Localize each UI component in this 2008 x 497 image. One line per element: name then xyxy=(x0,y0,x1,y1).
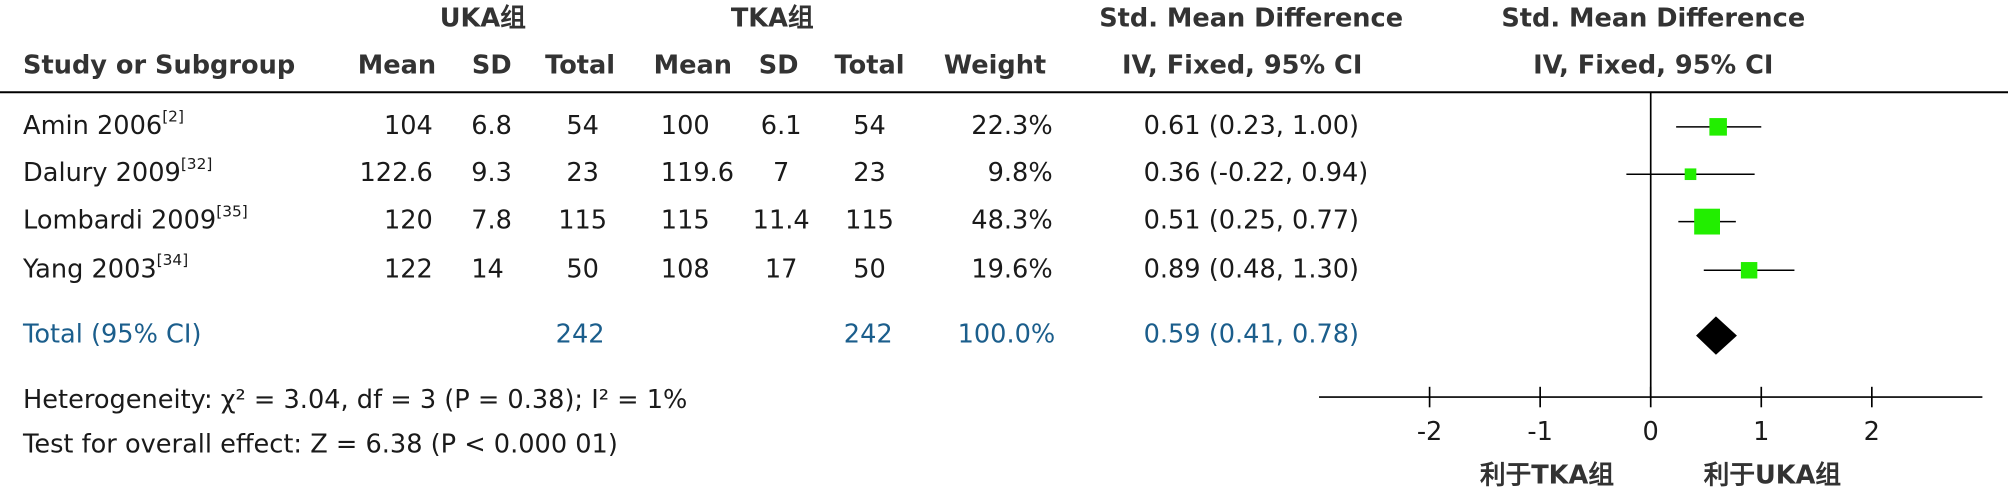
effect-square xyxy=(1709,118,1727,136)
uka-total: 54 xyxy=(566,111,599,141)
x-tick-label: -1 xyxy=(1527,417,1553,447)
uka-sd: 6.8 xyxy=(471,111,512,141)
x-tick-label: -2 xyxy=(1417,417,1443,447)
study-name-text: Dalury 2009 xyxy=(23,158,181,188)
study-ref: [32] xyxy=(181,154,213,172)
study-name: Amin 2006[2] xyxy=(23,107,184,141)
weight: 9.8% xyxy=(988,158,1053,188)
heterogeneity: Heterogeneity: χ² = 3.04, df = 3 (P = 0.… xyxy=(23,385,687,415)
method-header: IV, Fixed, 95% CI xyxy=(1122,51,1362,81)
tka-total: 23 xyxy=(853,158,886,188)
study-name-text: Yang 2003 xyxy=(22,254,157,284)
ci-label: 0.61 (0.23, 1.00) xyxy=(1144,111,1359,141)
tka-total: 54 xyxy=(853,111,886,141)
uka-sd: 9.3 xyxy=(471,158,512,188)
effect-square xyxy=(1740,262,1758,279)
study-ref: [34] xyxy=(157,251,189,269)
effect-header: Std. Mean Difference xyxy=(1099,3,1403,33)
column-header: Mean xyxy=(358,51,436,81)
column-header: Total xyxy=(835,51,905,81)
group-header: UKA组 xyxy=(440,2,526,33)
uka-mean: 122 xyxy=(384,254,433,284)
ci-label: 0.89 (0.48, 1.30) xyxy=(1144,254,1359,284)
study-ref: [35] xyxy=(216,202,248,220)
group-header: TKA组 xyxy=(731,2,814,33)
column-header: Total xyxy=(545,51,615,81)
pooled-diamond xyxy=(1696,316,1737,355)
tka-total: 242 xyxy=(844,320,893,350)
method-header: IV, Fixed, 95% CI xyxy=(1533,51,1773,81)
study-name: Dalury 2009[32] xyxy=(23,154,212,188)
favours-label: 利于TKA组 xyxy=(1480,459,1614,490)
favours-label: 利于UKA组 xyxy=(1704,459,1841,490)
tka-sd: 17 xyxy=(765,254,798,284)
overall-effect: Test for overall effect: Z = 6.38 (P < 0… xyxy=(22,430,618,460)
ci-label: 0.51 (0.25, 0.77) xyxy=(1144,206,1359,236)
study-name: Lombardi 2009[35] xyxy=(23,202,248,236)
tka-mean: 115 xyxy=(661,206,710,236)
weight: 48.3% xyxy=(971,206,1052,236)
total-name: Total (95% CI) xyxy=(22,320,201,350)
study-name-text: Amin 2006 xyxy=(23,111,162,141)
effect-square xyxy=(1684,168,1697,181)
tka-mean: 108 xyxy=(661,254,710,284)
column-header: Mean xyxy=(654,51,732,81)
study-name-text: Lombardi 2009 xyxy=(23,206,216,236)
tka-mean: 119.6 xyxy=(661,158,734,188)
uka-mean: 120 xyxy=(384,206,433,236)
x-tick-label: 2 xyxy=(1864,417,1880,447)
column-header: SD xyxy=(759,51,799,81)
x-tick-label: 1 xyxy=(1753,417,1769,447)
tka-sd: 11.4 xyxy=(753,206,810,236)
study-name: Yang 2003[34] xyxy=(22,251,188,285)
weight: 19.6% xyxy=(971,254,1052,284)
column-header: Weight xyxy=(944,51,1046,81)
column-header: SD xyxy=(472,51,512,81)
tka-total: 115 xyxy=(845,206,894,236)
ci-label: 0.36 (-0.22, 0.94) xyxy=(1144,158,1369,188)
uka-mean: 122.6 xyxy=(360,158,433,188)
effect-square xyxy=(1694,208,1720,235)
uka-total: 242 xyxy=(556,320,605,350)
ci-label: 0.59 (0.41, 0.78) xyxy=(1144,320,1359,350)
effect-header: Std. Mean Difference xyxy=(1501,3,1805,33)
uka-total: 23 xyxy=(566,158,599,188)
tka-sd: 7 xyxy=(773,158,789,188)
weight: 22.3% xyxy=(971,111,1052,141)
x-tick-label: 0 xyxy=(1643,417,1659,447)
tka-sd: 6.1 xyxy=(761,111,802,141)
weight: 100.0% xyxy=(958,320,1056,350)
tka-total: 50 xyxy=(853,254,886,284)
uka-total: 115 xyxy=(558,206,607,236)
uka-sd: 14 xyxy=(471,254,504,284)
study-ref: [2] xyxy=(162,107,184,125)
column-header: Study or Subgroup xyxy=(23,51,295,81)
tka-mean: 100 xyxy=(661,111,710,141)
uka-sd: 7.8 xyxy=(471,206,512,236)
uka-mean: 104 xyxy=(384,111,433,141)
uka-total: 50 xyxy=(566,254,599,284)
